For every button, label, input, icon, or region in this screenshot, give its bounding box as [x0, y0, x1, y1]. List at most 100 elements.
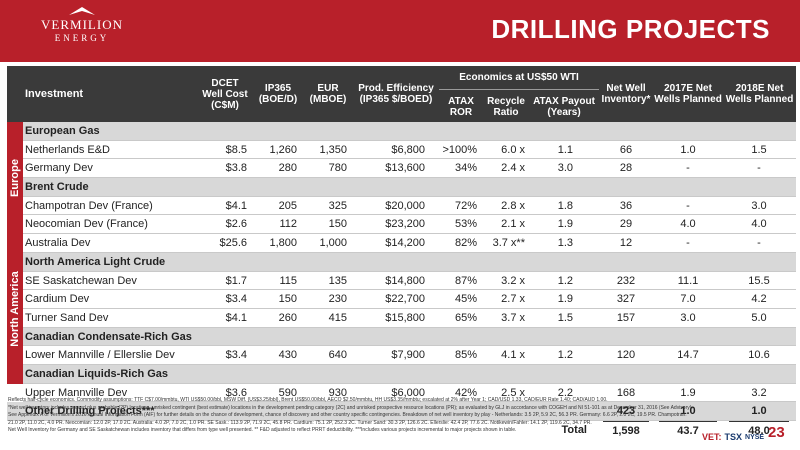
- table-row: Australia Dev $25.6 1,800 1,000 $14,200 82% 3.…: [23, 234, 796, 253]
- footnote-line: Reflects half-cycle economics. Commodity…: [8, 397, 608, 403]
- totals-2017e: 43.7: [659, 421, 717, 439]
- footnote-line: *Net well inventory includes proved plus…: [8, 404, 693, 411]
- region-north-america: North America: [7, 234, 23, 384]
- cell-prod-eff: $6,800: [391, 143, 425, 156]
- footnote-line: See Appendix A of Vermilion's 2016 Annua…: [8, 412, 687, 418]
- cell-e2018: 4.2: [751, 293, 767, 306]
- cell-payout: 1.2: [557, 349, 573, 362]
- cell-ip365: 1,800: [269, 237, 297, 250]
- cell-prod-eff: $7,900: [391, 349, 425, 362]
- table-row: Turner Sand Dev $4.1 260 415 $15,800 65% 3.7 x…: [23, 309, 796, 328]
- cell-dcet: $3.4: [225, 293, 247, 306]
- econ-group-header: Economics at US$50 WTI: [439, 66, 599, 90]
- logo-wing-icon: [69, 7, 95, 15]
- cell-e2018: 10.6: [748, 349, 770, 362]
- footnotes: Reflects half-cycle economics. Commodity…: [8, 397, 708, 435]
- cell-ip365: 590: [278, 386, 297, 399]
- totals-label: Total: [561, 424, 587, 436]
- cell-dcet: $25.6: [219, 237, 247, 250]
- cell-ror: 87%: [454, 274, 477, 287]
- ticker-symbols: VET: TSX NYSE: [702, 430, 764, 444]
- table-row: Netherlands E&D $8.5 1,260 1,350 $6,800 >100%…: [23, 141, 796, 160]
- cell-e2018: 5.0: [751, 311, 767, 324]
- cell-ror: 45%: [454, 293, 477, 306]
- cell-payout: 1.3: [557, 237, 573, 250]
- row-label: Netherlands E&D: [25, 143, 110, 156]
- ticker-vet: VET:: [702, 432, 722, 442]
- cell-inventory: 12: [619, 237, 633, 250]
- cell-recycle: 3.7 x**: [492, 237, 525, 250]
- row-label: Turner Sand Dev: [25, 311, 109, 324]
- cell-ror: 65%: [454, 311, 477, 324]
- col-atax-payout: ATAX Payout (Years): [533, 96, 595, 118]
- section-row: North America Light Crude: [23, 252, 796, 272]
- cell-e2017: 14.7: [677, 349, 699, 362]
- totals-row: Total 1,598 43.7 48.0: [7, 421, 796, 439]
- row-label: Australia Dev: [25, 237, 91, 250]
- totals-inventory: 1,598: [603, 421, 649, 439]
- footnote-line: Net Well Inventory for Germany and SE Sa…: [8, 427, 517, 433]
- cell-dcet: $3.8: [225, 162, 247, 175]
- cell-dcet: $2.6: [225, 218, 247, 231]
- cell-e2018: 4.0: [751, 218, 767, 231]
- cell-inventory: 66: [619, 143, 633, 156]
- cell-ip365: 1,260: [269, 143, 297, 156]
- totals-2018e: 48.0: [729, 421, 789, 439]
- logo-sub: ENERGY: [54, 33, 110, 43]
- cell-e2018: 3.2: [751, 386, 767, 399]
- cell-e2018: -: [757, 237, 761, 250]
- header-bar: VERMILION ENERGY DRILLING PROJECTS: [0, 0, 800, 62]
- cell-prod-eff: $23,200: [385, 218, 425, 231]
- row-label: Other Drilling Projects***: [25, 405, 155, 418]
- cell-payout: 2.2: [557, 386, 573, 399]
- cell-ror: 34%: [454, 162, 477, 175]
- row-label: SE Saskatchewan Dev: [25, 274, 137, 287]
- table-row: Upper Mannville Dev $3.6 590 930 $6,000 42% 2.…: [23, 384, 796, 403]
- col-prod-eff: Prod. Efficiency (IP365 $/BOED): [358, 83, 434, 105]
- col-2018e: 2018E Net Wells Planned: [725, 83, 794, 105]
- table-row: Cardium Dev $3.4 150 230 $22,700 45% 2.7 x 1.9 3…: [23, 290, 796, 309]
- region-europe-label: Europe: [9, 159, 21, 198]
- cell-prod-eff: $6,000: [391, 386, 425, 399]
- region-europe: Europe: [7, 122, 23, 235]
- col-recycle: Recycle Ratio: [487, 96, 525, 118]
- section-row: Canadian Liquids-Rich Gas: [23, 364, 796, 384]
- cell-dcet: $8.5: [225, 143, 247, 156]
- cell-dcet: $3.4: [225, 349, 247, 362]
- cell-inventory: 423: [616, 405, 636, 418]
- col-eur: EUR (MBOE): [309, 83, 347, 105]
- cell-ip365: 150: [278, 293, 297, 306]
- ticker-nyse: NYSE: [745, 433, 765, 441]
- col-atax-ror: ATAX ROR: [448, 96, 474, 118]
- cell-ip365: 260: [278, 311, 297, 324]
- cell-ror: 42%: [454, 386, 477, 399]
- cell-recycle: 4.1 x: [501, 349, 525, 362]
- cell-recycle: 3.2 x: [501, 274, 525, 287]
- cell-e2017: 11.1: [677, 274, 699, 287]
- col-ip365: IP365 (BOE/D): [258, 83, 298, 105]
- cell-ror: >100%: [442, 143, 477, 156]
- cell-recycle: 2.7 x: [501, 293, 525, 306]
- cell-prod-eff: $14,800: [385, 274, 425, 287]
- section-row: Canadian Condensate-Rich Gas: [23, 327, 796, 347]
- cell-recycle: 3.7 x: [501, 311, 525, 324]
- cell-e2017: 4.0: [680, 218, 696, 231]
- table-row: Other Drilling Projects*** 423 1.0 1.0: [7, 402, 796, 421]
- table-row: SE Saskatchewan Dev $1.7 115 135 $14,800 87% 3…: [23, 272, 796, 291]
- row-label: Lower Mannville / Ellerslie Dev: [25, 349, 175, 362]
- cell-dcet: $4.1: [225, 311, 247, 324]
- cell-eur: 415: [328, 311, 347, 324]
- cell-ror: 53%: [454, 218, 477, 231]
- vermilion-logo: VERMILION ENERGY: [26, 6, 138, 56]
- cell-e2017: 3.0: [680, 311, 696, 324]
- cell-e2018: -: [757, 162, 761, 175]
- cell-prod-eff: $15,800: [385, 311, 425, 324]
- table-row: Neocomian Dev (France) $2.6 112 150 $23,200 5…: [23, 215, 796, 235]
- cell-ip365: 205: [278, 199, 297, 212]
- cell-ror: 72%: [454, 199, 477, 212]
- cell-eur: 640: [328, 349, 347, 362]
- cell-ip365: 112: [279, 218, 297, 231]
- cell-ip365: 430: [278, 349, 297, 362]
- cell-inventory: 232: [616, 274, 636, 287]
- cell-payout: 1.9: [557, 293, 573, 306]
